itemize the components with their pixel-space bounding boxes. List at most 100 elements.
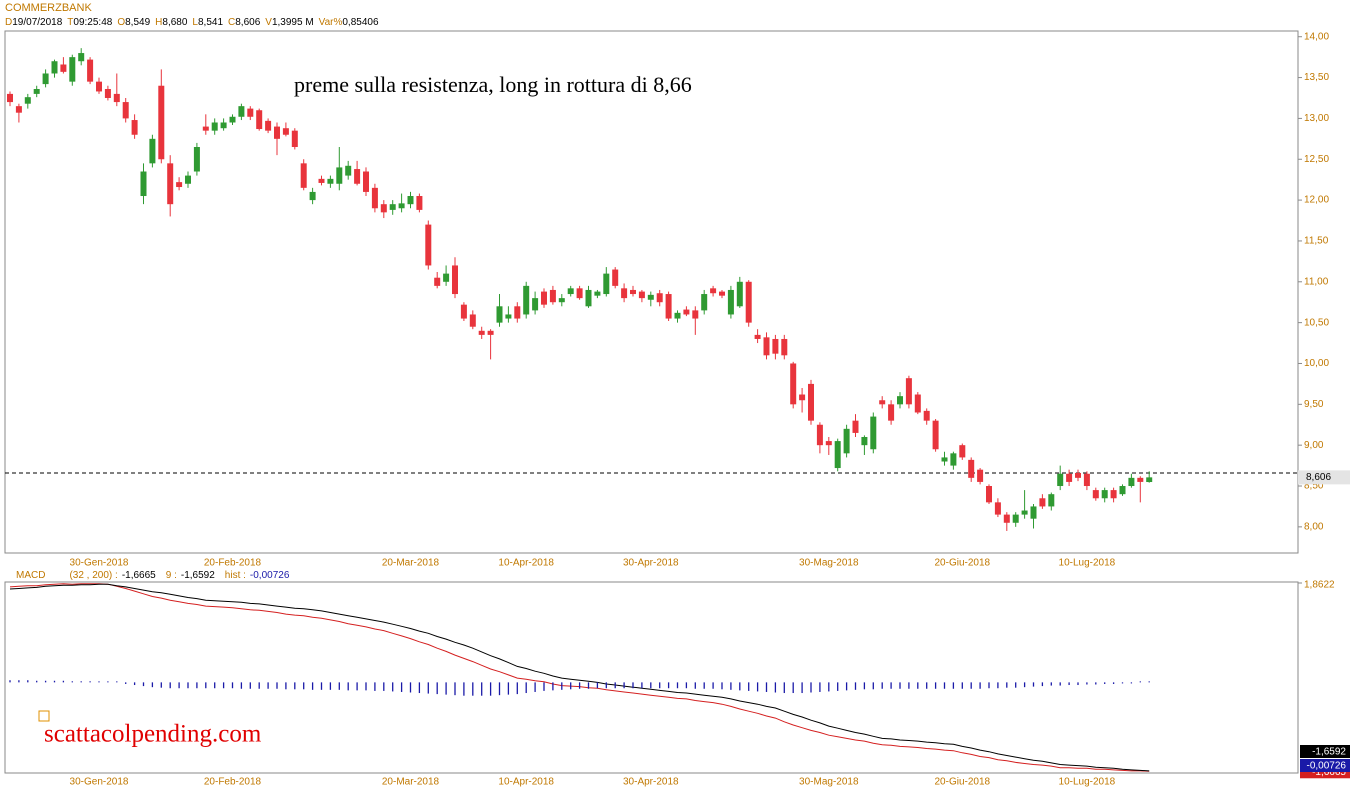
candle-body — [701, 294, 708, 311]
candle-body — [558, 298, 565, 303]
candle-body — [478, 330, 485, 335]
info-key: H — [155, 17, 162, 28]
x-tick-label: 20-Mar-2018 — [382, 558, 440, 569]
watermark: scattacolpending.com — [44, 721, 262, 748]
candle-body — [300, 163, 307, 188]
info-key: Var% — [319, 17, 343, 28]
y-tick-label: 8,00 — [1304, 521, 1324, 532]
y-tick-label: 1,8622 — [1304, 580, 1335, 591]
candle-body — [1137, 477, 1144, 482]
y-tick-label: 12,50 — [1304, 154, 1329, 165]
x-tick-label: 30-Apr-2018 — [623, 777, 679, 788]
candle-body — [514, 306, 521, 319]
candle-body — [674, 312, 681, 319]
candle-body — [1092, 490, 1099, 499]
candle-body — [7, 93, 13, 103]
y-tick-label: 13,50 — [1304, 72, 1329, 83]
candle-body — [327, 178, 334, 184]
x-tick-label: 10-Lug-2018 — [1059, 558, 1116, 569]
candle-body — [763, 337, 770, 356]
candle-body — [505, 314, 512, 319]
candle-body — [594, 291, 601, 296]
candle-body — [532, 298, 539, 311]
last-value-label: -0,00726 — [1307, 761, 1347, 772]
candle-body — [380, 204, 387, 213]
candle-body — [736, 281, 743, 307]
legend-value: -1,6665 — [122, 570, 156, 581]
candle-body — [914, 394, 921, 413]
candle-body — [861, 437, 868, 446]
candle-body — [496, 306, 503, 323]
x-tick-label: 20-Mar-2018 — [382, 777, 440, 788]
candle-body — [1083, 473, 1090, 487]
candle-body — [986, 486, 992, 503]
candle-body — [416, 196, 423, 210]
candle-body — [656, 293, 663, 303]
info-key: T — [67, 17, 73, 28]
watermark-icon — [38, 710, 50, 722]
macd-panel — [4, 581, 1299, 774]
price-panel — [4, 30, 1299, 554]
legend-title: MACD — [16, 570, 45, 581]
candle-body — [1012, 514, 1019, 523]
info-value: 19/07/2018 — [12, 17, 62, 28]
last-value-label: -1,6592 — [1312, 747, 1346, 758]
candle-body — [603, 273, 610, 295]
quote-info: D19/07/2018 T09:25:48 O8,549 H8,680 L8,541 C8… — [5, 17, 379, 28]
candle-body — [309, 191, 316, 201]
info-value: 09:25:48 — [73, 17, 112, 28]
x-tick-label: 10-Apr-2018 — [498, 777, 554, 788]
legend-name: 9 : — [166, 570, 177, 581]
y-tick-label: 9,50 — [1304, 399, 1324, 410]
y-tick-label: 9,00 — [1304, 440, 1324, 451]
candle-body — [968, 459, 975, 478]
candle-body — [291, 130, 298, 147]
last-price-box — [1298, 470, 1350, 485]
candle-body — [585, 289, 592, 307]
y-tick-label: 8,50 — [1304, 481, 1324, 492]
candle-body — [51, 61, 58, 74]
candle-body — [959, 445, 966, 458]
candle-body — [176, 182, 183, 188]
candle-body — [799, 394, 806, 401]
x-tick-label: 20-Giu-2018 — [935, 558, 991, 569]
candle-body — [1075, 472, 1081, 478]
info-key: L — [192, 17, 198, 28]
candle-body — [852, 420, 859, 433]
candle-body — [452, 265, 458, 295]
candle-body — [96, 81, 102, 92]
info-value: 0,85406 — [342, 17, 379, 28]
candle-body — [24, 97, 31, 104]
candle-body — [1110, 490, 1117, 499]
candle-body — [202, 126, 209, 131]
candle-body — [167, 163, 174, 205]
candle-body — [567, 288, 574, 295]
y-tick-label: 10,50 — [1304, 317, 1329, 328]
candle-body — [460, 304, 467, 319]
candle-body — [745, 281, 752, 323]
x-tick-label: 30-Gen-2018 — [70, 777, 129, 788]
candle-body — [1030, 506, 1037, 519]
candle-body — [354, 169, 361, 184]
candle-body — [1057, 473, 1064, 487]
candle-body — [371, 187, 378, 209]
info-key: D — [5, 17, 12, 28]
candle-body — [1128, 477, 1135, 487]
candle-body — [638, 291, 645, 299]
info-value: 1,3995 M — [272, 17, 314, 28]
candle-body — [104, 89, 111, 98]
candle-body — [211, 122, 218, 131]
candle-body — [113, 93, 120, 103]
x-tick-label: 20-Feb-2018 — [204, 777, 262, 788]
candle-body — [621, 288, 628, 299]
candle-body — [1021, 510, 1028, 515]
candle-body — [363, 171, 369, 192]
y-tick-label: 11,50 — [1304, 236, 1329, 247]
candle-body — [15, 106, 22, 113]
candle-body — [1039, 498, 1046, 507]
legend-name: (32 , 200) : — [69, 570, 117, 581]
macd-line — [9, 583, 1150, 772]
info-value: 8,541 — [198, 17, 223, 28]
candle-body — [345, 165, 352, 176]
